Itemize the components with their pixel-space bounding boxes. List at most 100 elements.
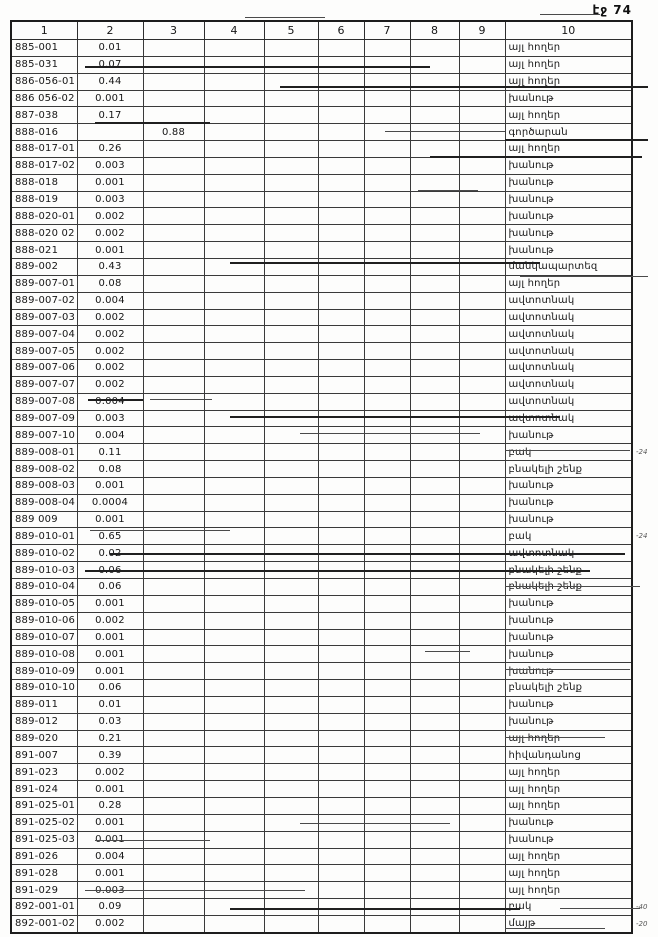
cell-col-7 <box>363 476 411 495</box>
scan-artifact <box>85 66 430 68</box>
cell-area-value: 0.001 <box>76 241 144 259</box>
cell-col-3 <box>142 729 205 748</box>
cell-col-7 <box>363 325 411 344</box>
cell-area-value: 0.08 <box>76 274 144 293</box>
table-row: 891-007 0.39 հիվանդանոց <box>10 746 633 765</box>
cell-area-value: 0.002 <box>76 375 144 394</box>
cell-col-7 <box>363 359 411 377</box>
cell-parcel-code: 889-010-02 <box>10 544 78 563</box>
cell-col-6 <box>317 746 365 765</box>
cell-col-6 <box>317 123 365 142</box>
column-header-4: 4 <box>203 20 265 40</box>
cell-col-3 <box>142 207 205 226</box>
cell-col-4 <box>203 392 265 411</box>
cell-col-9 <box>458 325 506 344</box>
cell-area-value: 0.21 <box>76 729 144 748</box>
cell-parcel-code: 888-016 <box>10 123 78 142</box>
cell-col-8 <box>409 375 460 394</box>
cell-col-8 <box>409 510 460 529</box>
cell-col-7 <box>363 679 411 697</box>
cell-col-4 <box>203 578 265 596</box>
cell-land-use: հիվանդանոց <box>504 746 633 765</box>
cell-col-5 <box>263 359 319 377</box>
cell-col-3 <box>142 72 205 91</box>
cell-col-4 <box>203 89 265 108</box>
cell-col-8 <box>409 729 460 748</box>
cell-col-3 <box>142 679 205 697</box>
cell-parcel-code: 888-021 <box>10 241 78 259</box>
cell-col-9 <box>458 796 506 815</box>
table-row: 889-010-01 0.65 բակ <box>10 527 633 546</box>
cell-col-5 <box>263 140 319 158</box>
cell-col-5 <box>263 493 319 512</box>
cell-col-5 <box>263 645 319 664</box>
cell-parcel-code: 889-007-07 <box>10 375 78 394</box>
cell-col-8 <box>409 763 460 782</box>
cell-land-use: խանութ <box>504 476 633 495</box>
cell-parcel-code: 889-010-06 <box>10 611 78 630</box>
cell-col-4 <box>203 257 265 276</box>
cell-col-3 <box>142 763 205 782</box>
cell-col-5 <box>263 375 319 394</box>
cell-parcel-code: 891-025-02 <box>10 813 78 832</box>
cell-col-5 <box>263 914 319 934</box>
table-row: 889-008-03 0.001 խանութ <box>10 476 633 495</box>
cell-parcel-code: 889-008-02 <box>10 460 78 478</box>
scan-artifact <box>560 908 640 909</box>
cell-parcel-code: 889-008-03 <box>10 476 78 495</box>
cell-col-7 <box>363 712 411 731</box>
cell-land-use: խանութ <box>504 813 633 832</box>
cell-col-8 <box>409 611 460 630</box>
cell-parcel-code: 889-007-05 <box>10 342 78 361</box>
cell-col-5 <box>263 392 319 411</box>
cell-area-value: 0.001 <box>76 476 144 495</box>
column-header-6: 6 <box>317 20 365 40</box>
cell-area-value: 0.001 <box>76 864 144 883</box>
cell-col-3: 0.88 <box>142 123 205 142</box>
cell-land-use: բնակելի շենք <box>504 460 633 478</box>
cell-land-use: այլ հողեր <box>504 729 633 748</box>
cell-col-3 <box>142 359 205 377</box>
cell-col-5 <box>263 763 319 782</box>
cell-parcel-code: 888-019 <box>10 190 78 209</box>
cell-col-4 <box>203 830 265 849</box>
table-row: 888-018 0.001 խանութ <box>10 173 633 192</box>
cell-col-9 <box>458 409 506 428</box>
table-row: 889-007-06 0.002 ավտոտնակ <box>10 359 633 377</box>
cell-area-value: 0.001 <box>76 780 144 798</box>
cell-area-value <box>76 123 144 142</box>
cell-col-5 <box>263 864 319 883</box>
cell-col-8 <box>409 173 460 192</box>
cell-col-5 <box>263 527 319 546</box>
cell-col-4 <box>203 611 265 630</box>
cell-col-9 <box>458 190 506 209</box>
cell-col-5 <box>263 780 319 798</box>
table-row: 889-007-08 0.004 ավտոտնակ <box>10 392 633 411</box>
scan-artifact <box>90 530 230 531</box>
cell-land-use: ավտոտնակ <box>504 342 633 361</box>
cell-col-7 <box>363 173 411 192</box>
cell-col-6 <box>317 173 365 192</box>
cell-col-6 <box>317 409 365 428</box>
cell-col-3 <box>142 426 205 445</box>
cell-parcel-code: 886-056-01 <box>10 72 78 91</box>
cell-col-3 <box>142 594 205 613</box>
cell-col-4 <box>203 123 265 142</box>
cell-parcel-code: 889-007-10 <box>10 426 78 445</box>
cell-col-4 <box>203 72 265 91</box>
cell-col-8 <box>409 881 460 900</box>
cell-col-9 <box>458 864 506 883</box>
cell-land-use: խանութ <box>504 173 633 192</box>
cell-col-4 <box>203 173 265 192</box>
cell-col-6 <box>317 712 365 731</box>
cell-col-6 <box>317 39 365 57</box>
cell-col-9 <box>458 207 506 226</box>
table-row: 889-007-05 0.002 ավտոտնակ <box>10 342 633 361</box>
cell-col-4 <box>203 291 265 310</box>
cell-land-use: խանութ <box>504 695 633 714</box>
cell-col-3 <box>142 493 205 512</box>
cell-col-7 <box>363 611 411 630</box>
cell-parcel-code: 889-002 <box>10 257 78 276</box>
cell-col-3 <box>142 55 205 74</box>
cell-col-6 <box>317 55 365 74</box>
